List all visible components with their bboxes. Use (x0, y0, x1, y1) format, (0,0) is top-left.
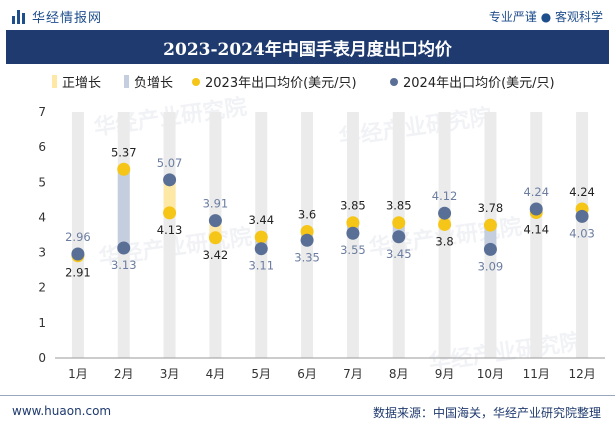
growth-bar-negative (117, 169, 130, 249)
data-label-2024: 3.91 (203, 197, 229, 211)
point-2024 (163, 173, 177, 187)
point-2024 (71, 247, 85, 261)
point-2024 (346, 226, 360, 240)
x-tick-label: 11月 (523, 367, 550, 381)
point-2023 (254, 230, 268, 244)
website-link[interactable]: www.huaon.com (12, 404, 112, 418)
point-2024 (529, 202, 543, 216)
legend-item-2024: 2024年出口均价(美元/只) (390, 72, 555, 91)
data-label-2024: 3.55 (340, 243, 366, 257)
x-tick-label: 4月 (206, 367, 226, 381)
point-2024 (208, 214, 222, 228)
x-tick-label: 12月 (568, 367, 595, 381)
data-label-2024: 3.13 (111, 258, 137, 272)
data-label-2024: 3.35 (294, 250, 320, 264)
data-label-2024: 3.11 (248, 259, 274, 273)
data-label-2024: 3.45 (386, 247, 412, 261)
legend-item-positive: 正增长 (52, 72, 101, 91)
data-label-2023: 3.85 (340, 199, 366, 213)
point-2023 (346, 216, 360, 230)
data-label-2024: 5.07 (157, 156, 183, 170)
data-label-2024: 4.03 (569, 226, 595, 240)
legend-item-2023: 2023年出口均价(美元/只) (192, 72, 357, 91)
watermark-text: 华经产业研究院 (337, 104, 493, 151)
data-label-2023: 3.44 (248, 213, 274, 227)
x-tick-label: 6月 (297, 367, 317, 381)
x-tick-label: 9月 (435, 367, 455, 381)
point-2023 (392, 216, 406, 230)
column-bg-bar (163, 112, 176, 358)
y-tick-label: 7 (38, 105, 46, 119)
x-tick-label: 3月 (160, 367, 180, 381)
point-2024 (438, 206, 452, 220)
legend-label: 2023年出口均价(美元/只) (205, 76, 357, 91)
chart-legend: 正增长 负增长 2023年出口均价(美元/只) 2024年出口均价(美元/只) (0, 70, 615, 91)
y-tick-label: 0 (38, 351, 46, 365)
data-label-2024: 4.24 (523, 185, 549, 199)
data-label-2024: 4.12 (432, 189, 458, 203)
bar-chart-icon (12, 9, 26, 24)
x-tick-label: 2月 (114, 367, 134, 381)
data-label-2023: 3.78 (478, 201, 504, 215)
slogan: 专业严谨 ● 客观科学 (488, 10, 603, 24)
x-tick-label: 5月 (251, 367, 271, 381)
y-tick-label: 6 (38, 140, 46, 154)
point-2023 (163, 206, 177, 220)
data-label-2023: 4.13 (157, 223, 183, 237)
point-2024 (575, 209, 589, 223)
point-2024 (392, 230, 406, 244)
data-label-2023: 3.85 (386, 199, 412, 213)
legend-swatch-negative (124, 75, 129, 88)
logo-text: 华经情报网 (32, 11, 103, 26)
footer: www.huaon.com 数据来源：中国海关，华经产业研究院整理 (0, 395, 615, 428)
column-bg-bar (71, 112, 84, 358)
y-tick-label: 2 (38, 281, 46, 295)
growth-bar-positive (163, 179, 176, 213)
title-banner: 2023-2024年中国手表月度出口均价 (6, 30, 609, 64)
point-2024 (300, 233, 314, 247)
legend-label: 2024年出口均价(美元/只) (403, 76, 555, 91)
data-label-2023: 3.42 (203, 248, 229, 262)
point-2024 (483, 242, 497, 256)
chart-title: 2023-2024年中国手表月度出口均价 (163, 39, 452, 60)
legend-swatch-positive (52, 75, 57, 88)
legend-item-negative: 负增长 (124, 72, 173, 91)
column-bg-bar (438, 112, 451, 358)
legend-label: 负增长 (134, 76, 174, 91)
legend-dot-2024 (390, 77, 398, 86)
point-2023 (208, 231, 222, 245)
y-tick-label: 5 (38, 175, 46, 189)
legend-dot-2023 (192, 77, 200, 86)
brand-logo[interactable]: 华经情报网 (12, 7, 102, 26)
data-label-2023: 5.37 (111, 145, 137, 159)
data-label-2024: 2.96 (65, 230, 91, 244)
point-2024 (117, 241, 131, 255)
y-tick-label: 1 (38, 316, 46, 330)
y-tick-label: 3 (38, 246, 46, 260)
growth-bar-negative (484, 225, 497, 250)
chart-plot: 华经产业研究院华经产业研究院华经产业研究院华经产业研究院华经产业研究院01234… (38, 95, 605, 381)
data-label-2023: 3.6 (298, 207, 316, 221)
top-bar: 华经情报网 专业严谨 ● 客观科学 (0, 0, 615, 30)
legend-label: 正增长 (62, 76, 102, 91)
x-tick-label: 8月 (389, 367, 409, 381)
point-2023 (117, 162, 131, 176)
data-label-2023: 4.14 (523, 223, 549, 237)
point-2024 (254, 242, 268, 256)
x-tick-label: 10月 (477, 367, 504, 381)
point-2023 (483, 218, 497, 232)
data-source: 数据来源：中国海关，华经产业研究院整理 (372, 406, 601, 420)
data-label-2023: 2.91 (65, 266, 91, 280)
data-label-2023: 3.8 (435, 234, 453, 248)
point-2023 (438, 217, 452, 231)
column-bg-bar (576, 112, 589, 358)
data-label-2024: 3.09 (478, 259, 504, 273)
x-tick-label: 7月 (343, 367, 363, 381)
column-bg-bar (530, 112, 543, 358)
x-tick-label: 1月 (68, 367, 88, 381)
y-tick-label: 4 (38, 210, 46, 224)
data-label-2023: 4.24 (569, 185, 595, 199)
